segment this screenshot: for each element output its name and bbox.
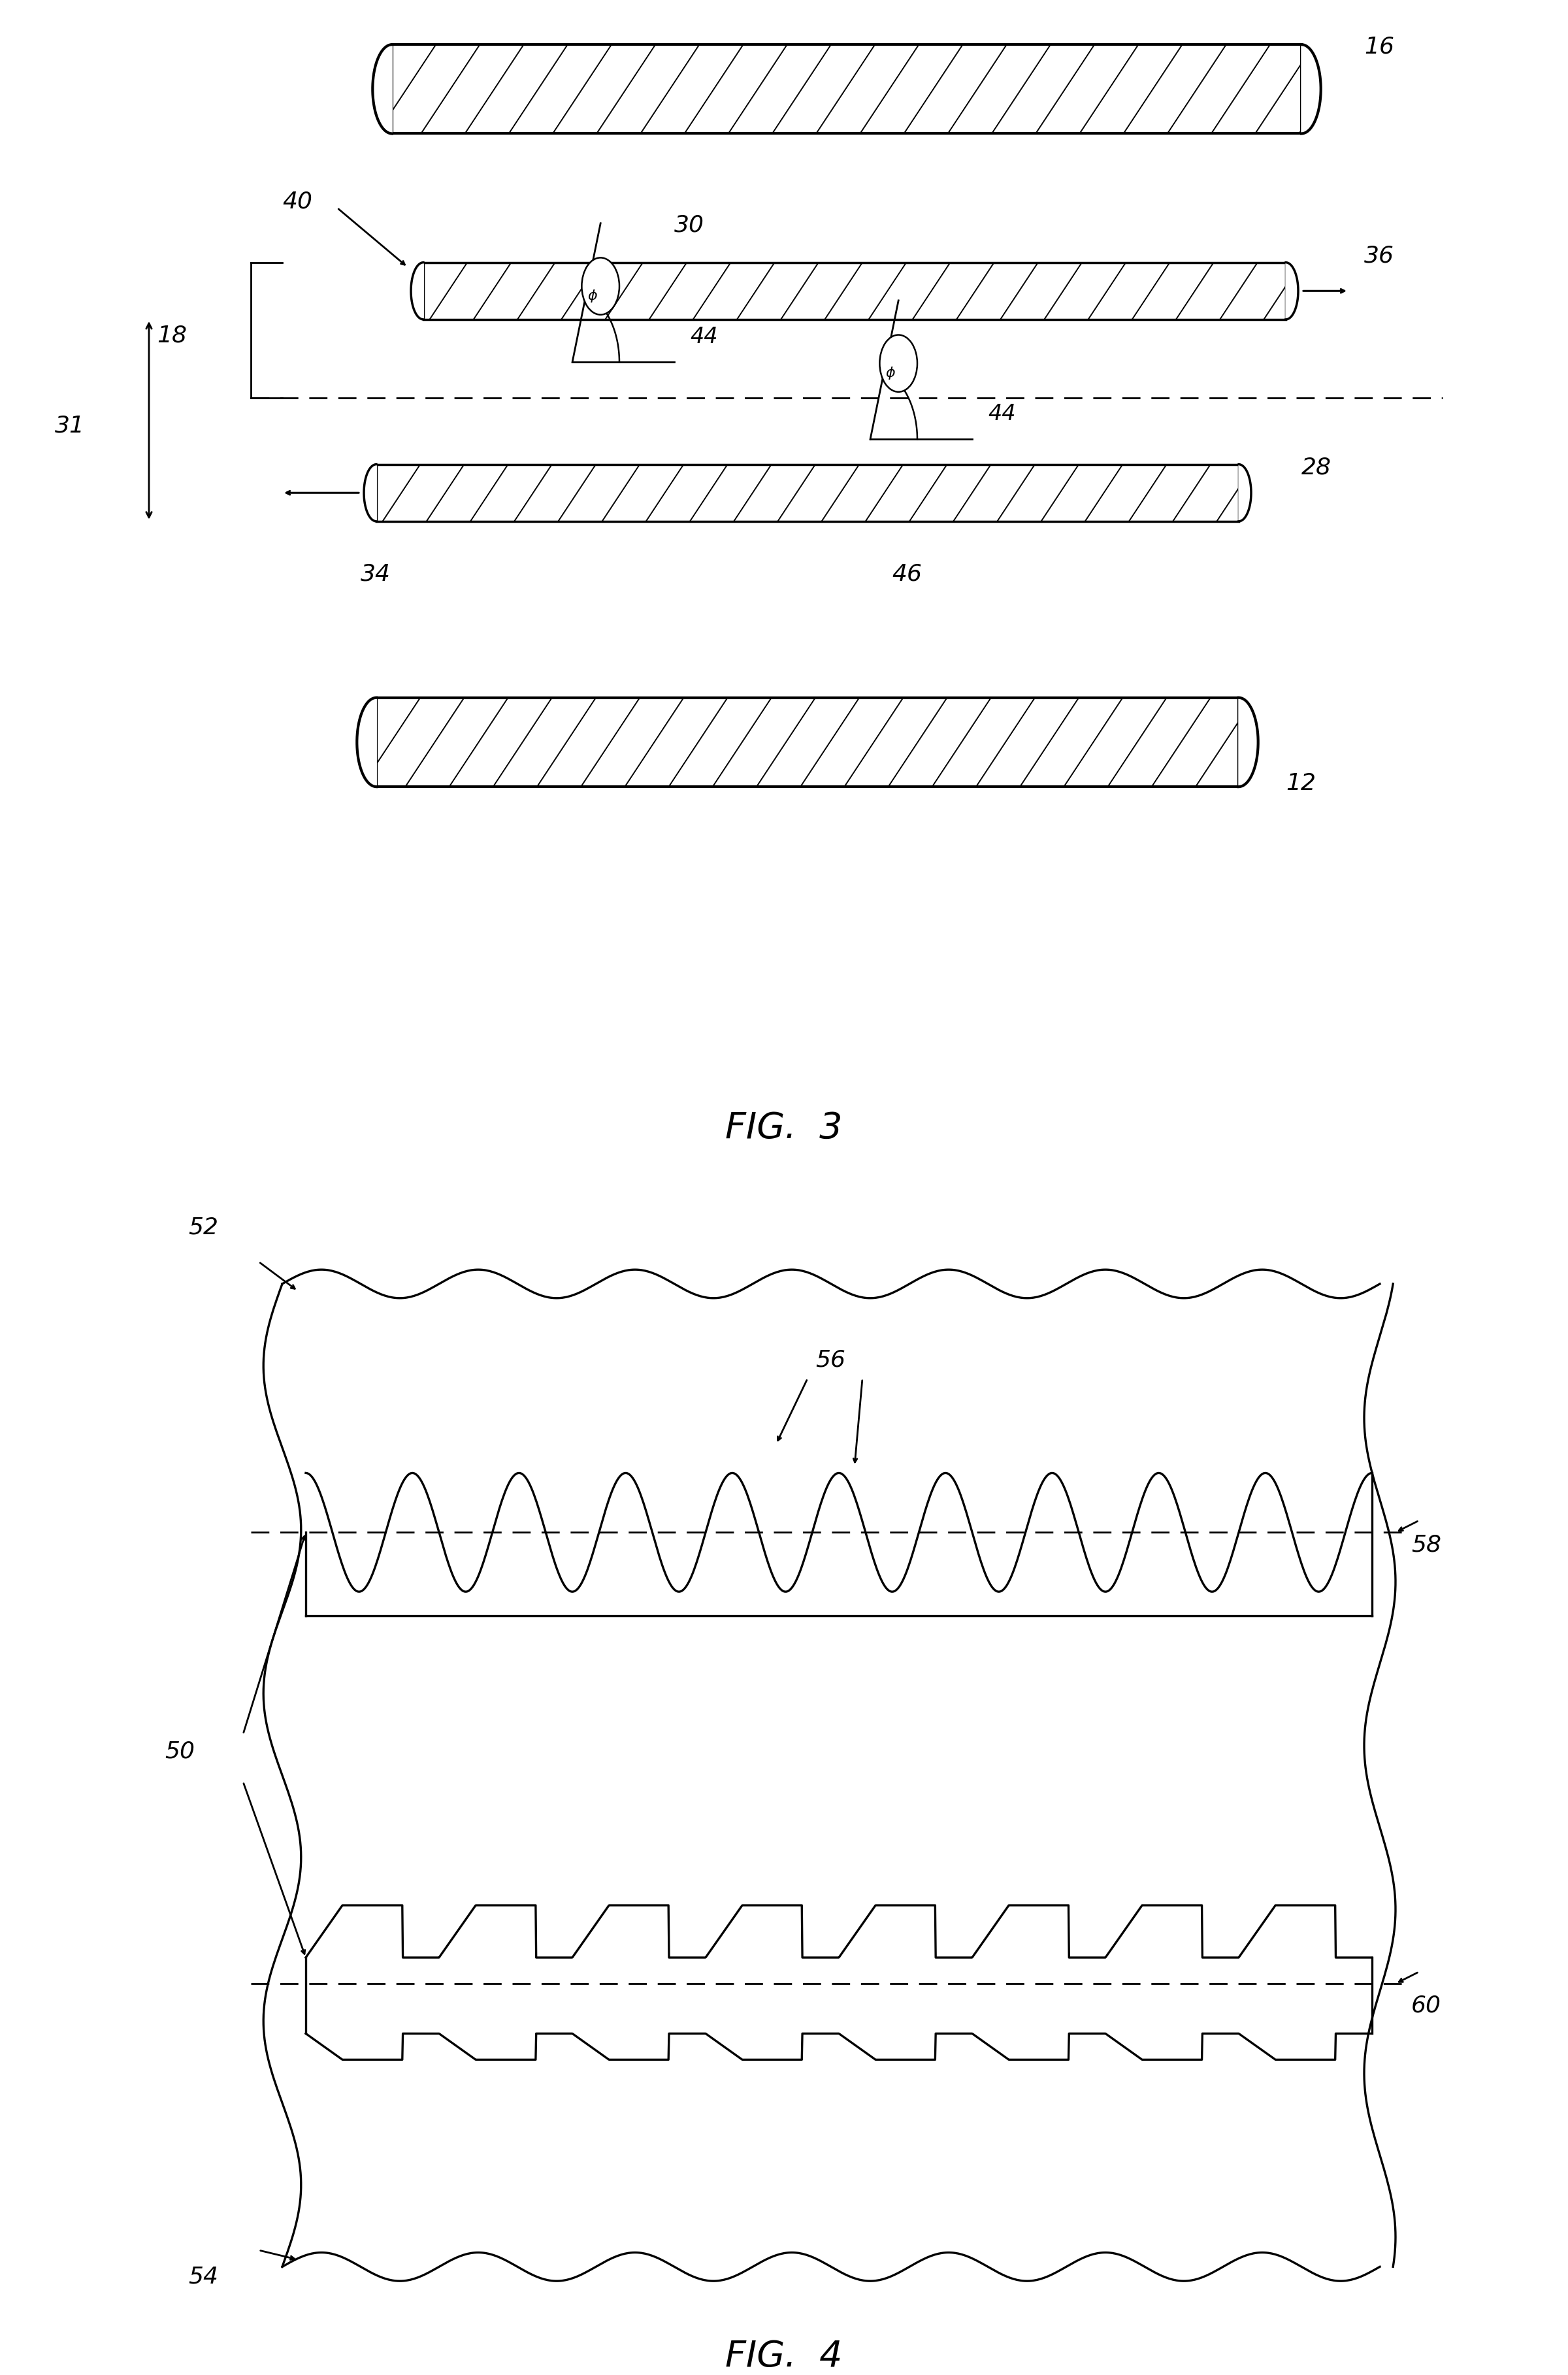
- Text: 36: 36: [1364, 245, 1394, 266]
- Text: FIG.  4: FIG. 4: [726, 2339, 842, 2375]
- Polygon shape: [423, 264, 1286, 321]
- Polygon shape: [364, 466, 376, 522]
- Polygon shape: [1239, 698, 1258, 786]
- Polygon shape: [1239, 466, 1251, 522]
- Text: $\phi$: $\phi$: [886, 366, 895, 380]
- Text: 30: 30: [674, 214, 704, 235]
- Text: 56: 56: [815, 1349, 845, 1370]
- Text: $\phi$: $\phi$: [588, 287, 597, 304]
- Polygon shape: [392, 45, 1301, 133]
- Polygon shape: [1286, 264, 1298, 321]
- Polygon shape: [376, 45, 392, 133]
- Polygon shape: [365, 466, 376, 522]
- Text: 50: 50: [165, 1741, 194, 1762]
- Polygon shape: [358, 698, 376, 786]
- Text: 18: 18: [157, 325, 187, 347]
- Polygon shape: [361, 698, 376, 786]
- Text: 40: 40: [282, 190, 312, 211]
- Polygon shape: [376, 466, 1239, 522]
- Circle shape: [880, 335, 917, 392]
- Text: 31: 31: [55, 416, 85, 437]
- Polygon shape: [411, 264, 423, 321]
- Polygon shape: [1301, 45, 1320, 133]
- Polygon shape: [412, 264, 423, 321]
- Text: 60: 60: [1411, 1995, 1441, 2016]
- Text: 12: 12: [1286, 772, 1316, 793]
- Circle shape: [582, 259, 619, 316]
- Text: 44: 44: [690, 325, 718, 347]
- Text: 34: 34: [361, 563, 390, 584]
- Text: FIG.  3: FIG. 3: [726, 1112, 842, 1145]
- Text: 16: 16: [1364, 36, 1394, 57]
- Text: 28: 28: [1301, 456, 1331, 477]
- Polygon shape: [376, 698, 1239, 786]
- Polygon shape: [373, 45, 392, 133]
- Text: 54: 54: [188, 2266, 218, 2287]
- Text: 46: 46: [892, 563, 922, 584]
- Text: 58: 58: [1411, 1534, 1441, 1556]
- Text: 44: 44: [988, 404, 1016, 425]
- Text: 52: 52: [188, 1216, 218, 1240]
